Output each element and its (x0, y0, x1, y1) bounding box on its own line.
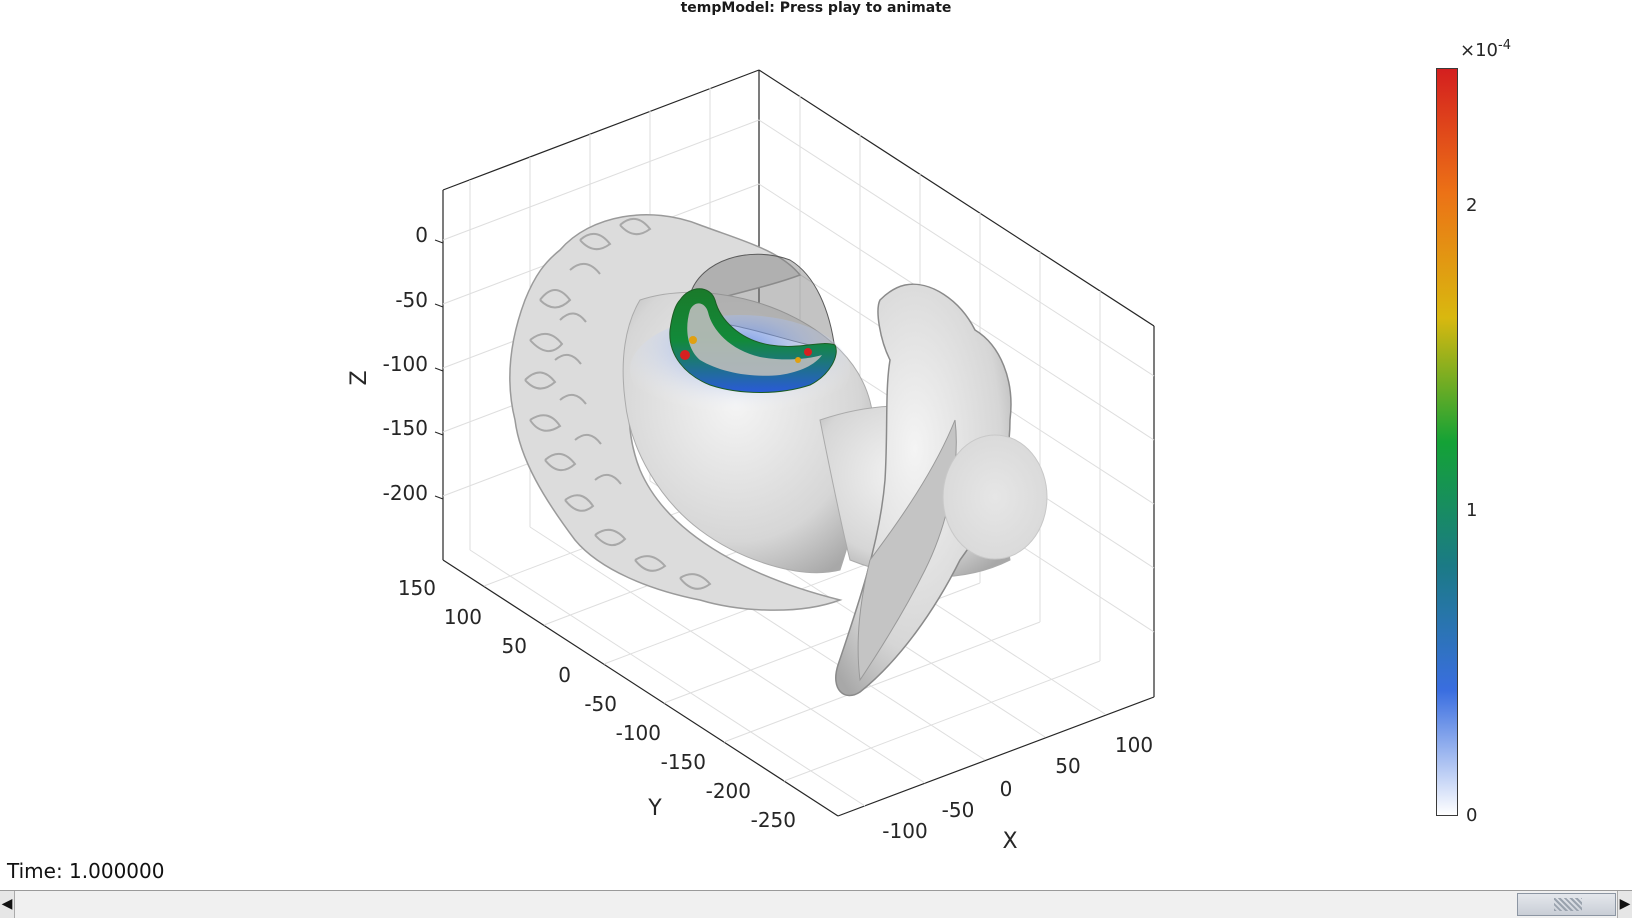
z-axis-label: Z (347, 370, 372, 385)
z-tick-label: -200 (383, 481, 428, 505)
3d-plot-area: 0 -50 -100 -150 -200 Z 150 100 50 0 -50 … (347, 69, 1155, 854)
colorbar-tick-label: 0 (1466, 805, 1478, 826)
z-tick-label: -50 (395, 288, 428, 312)
figure-title: tempModel: Press play to animate (680, 0, 952, 16)
x-axis: -100 -50 0 50 100 X (882, 733, 1153, 854)
y-axis-label: Y (647, 796, 662, 821)
y-axis: 150 100 50 0 -50 -100 -150 -200 -250 Y (398, 576, 796, 832)
x-tick-label: 100 (1115, 733, 1153, 757)
colorbar-tick-label: 2 (1466, 195, 1478, 216)
time-readout: Time: 1.000000 (7, 859, 165, 883)
scroll-right-button[interactable]: ▶ (1617, 891, 1632, 918)
x-tick-label: 50 (1055, 754, 1080, 778)
x-tick-label: -100 (882, 819, 927, 843)
z-tick-label: 0 (415, 223, 428, 247)
y-tick-label: -50 (584, 692, 617, 716)
grip-icon (1554, 898, 1582, 911)
colorbar-exponent: ×10-4 (1460, 38, 1511, 61)
z-tick-label: -100 (383, 352, 428, 376)
z-tick-label: -150 (383, 416, 428, 440)
y-tick-label: -250 (751, 808, 796, 832)
colorbar-tick-label: 1 (1466, 500, 1478, 521)
y-tick-label: 150 (398, 576, 436, 600)
y-tick-label: 0 (558, 663, 571, 687)
y-tick-label: -150 (661, 750, 706, 774)
scrollbar-thumb[interactable] (1517, 893, 1616, 916)
y-tick-label: 100 (444, 605, 482, 629)
x-tick-label: -50 (942, 798, 975, 822)
x-tick-label: 0 (1000, 777, 1013, 801)
head-model (509, 214, 1048, 697)
y-tick-label: -200 (706, 779, 751, 803)
y-tick-label: 50 (502, 634, 527, 658)
scroll-left-button[interactable]: ◀ (0, 891, 15, 918)
x-axis-label: X (1002, 829, 1017, 854)
colorbar (1436, 68, 1458, 816)
animation-scrollbar[interactable]: ◀ ▶ (0, 890, 1632, 918)
z-axis: 0 -50 -100 -150 -200 Z (347, 223, 444, 505)
axes-box (442, 69, 1155, 817)
y-tick-label: -100 (616, 721, 661, 745)
